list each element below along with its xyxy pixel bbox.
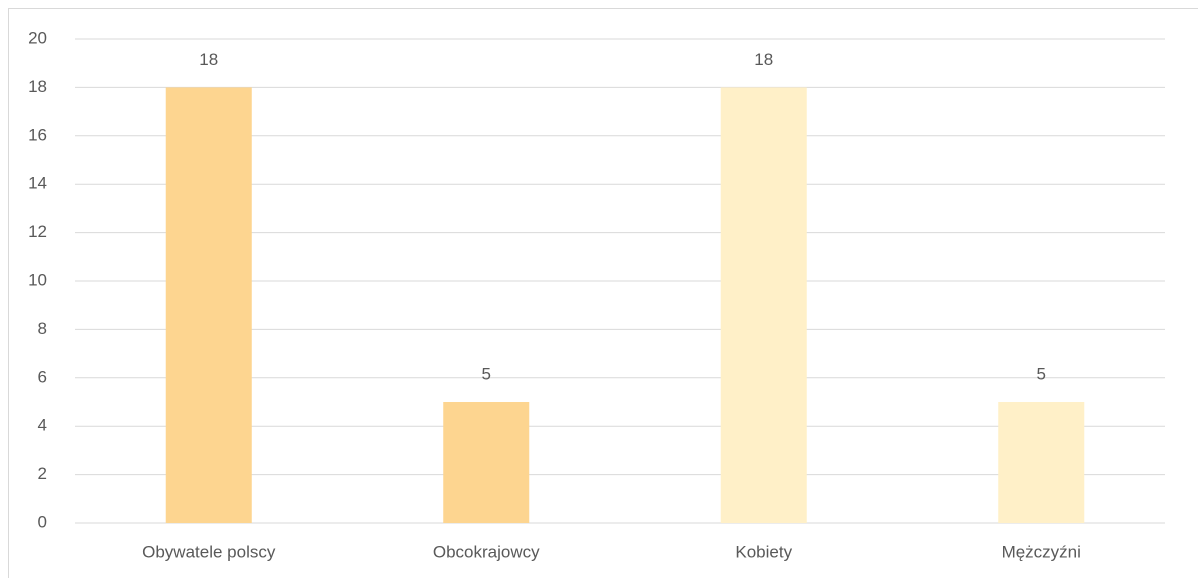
bar [998,402,1085,523]
bar [165,87,252,524]
y-tick-label: 18 [28,77,47,96]
value-label: 5 [482,364,491,383]
y-tick-label: 0 [38,512,47,531]
y-tick-label: 4 [38,416,47,435]
y-tick-label: 10 [28,270,47,289]
value-label: 18 [199,50,218,69]
x-tick-label: Obywatele polscy [142,542,276,561]
value-label: 18 [754,50,773,69]
bar [443,402,530,523]
x-tick-label: Kobiety [735,542,792,561]
x-tick-label: Mężczyźni [1002,542,1081,561]
y-tick-label: 8 [38,319,47,338]
y-tick-label: 2 [38,464,47,483]
y-tick-label: 6 [38,367,47,386]
bar [720,87,807,524]
chart-frame [8,8,1198,578]
value-label: 5 [1037,364,1046,383]
y-tick-label: 16 [28,125,47,144]
y-tick-label: 20 [28,28,47,47]
y-tick-label: 14 [28,174,47,193]
y-tick-label: 12 [28,222,47,241]
x-tick-label: Obcokrajowcy [433,542,540,561]
